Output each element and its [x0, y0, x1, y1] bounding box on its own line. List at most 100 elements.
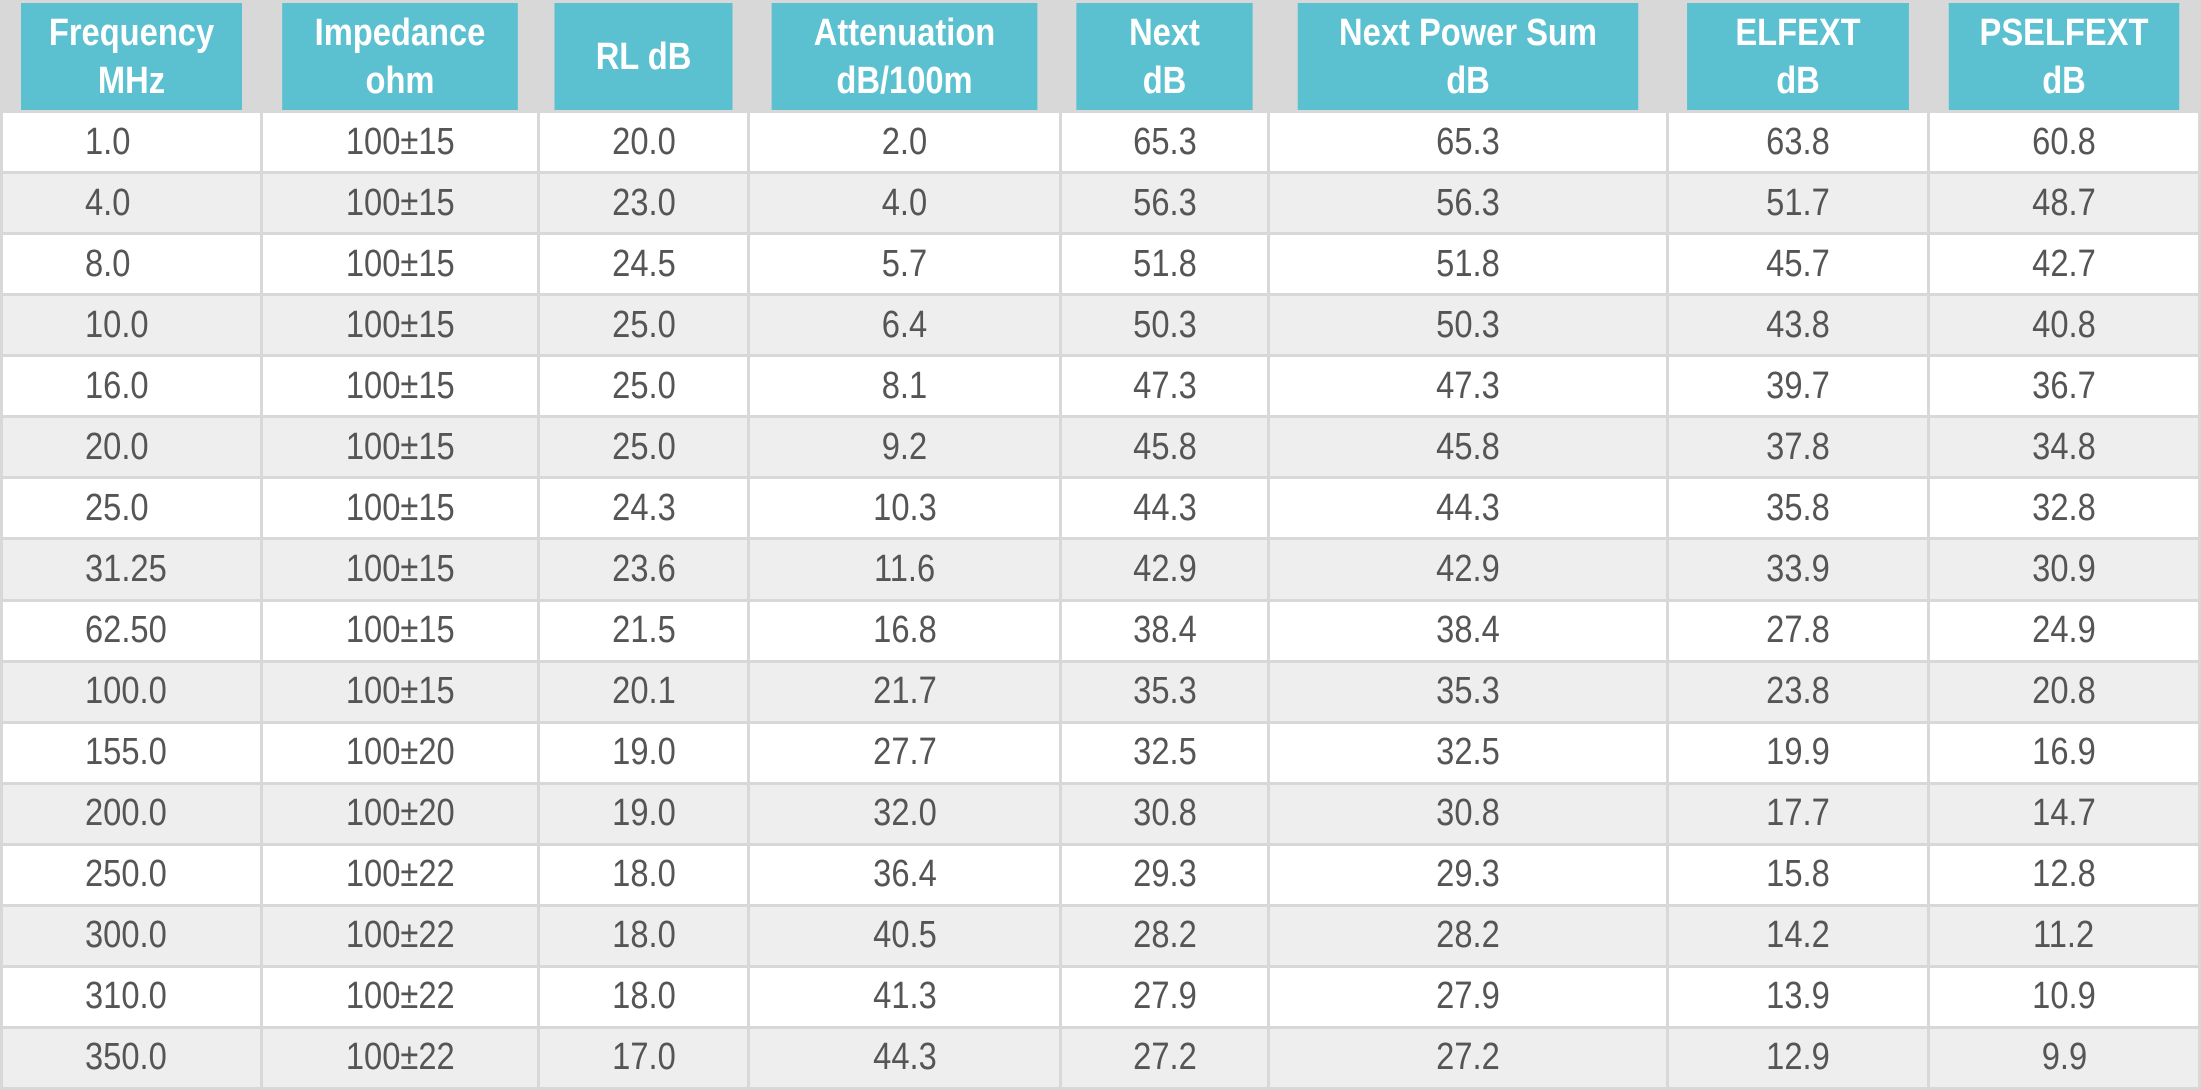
cell-value: 18.0 [611, 914, 676, 957]
cell-elfext: 35.8 [1669, 479, 1927, 538]
cell-elfext: 14.2 [1669, 906, 1927, 965]
cell-pselfext: 9.9 [1930, 1028, 2198, 1087]
cell-impedance: 100±22 [263, 967, 537, 1026]
table-row: 16.0 100±15 25.0 8.1 47.3 47.3 39.7 36.7 [3, 357, 2198, 416]
cell-impedance: 100±15 [263, 601, 537, 660]
cell-value: 36.7 [2032, 364, 2096, 407]
cell-value: 16.8 [872, 609, 937, 652]
cell-value: 38.4 [1132, 609, 1197, 652]
cell-impedance: 100±15 [263, 174, 537, 233]
cell-value: 23.6 [611, 547, 676, 590]
header-label-line2: dB [1142, 59, 1187, 102]
cell-frequency: 4.0 [3, 174, 260, 233]
cell-next-power-sum: 35.3 [1270, 662, 1666, 721]
cell-impedance: 100±22 [263, 1028, 537, 1087]
cell-elfext: 39.7 [1669, 357, 1927, 416]
cell-elfext: 15.8 [1669, 845, 1927, 904]
cell-value: 24.5 [611, 242, 676, 285]
table-row: 310.0 100±22 18.0 41.3 27.9 27.9 13.9 10.9 [3, 967, 2198, 1026]
cell-attenuation: 44.3 [750, 1028, 1059, 1087]
cell-elfext: 13.9 [1669, 967, 1927, 1026]
cell-value: 100±20 [345, 731, 455, 774]
cell-value: 100±22 [345, 1036, 455, 1079]
header-label-line1: Next [1129, 11, 1200, 54]
cell-attenuation: 32.0 [750, 784, 1059, 843]
cell-rl: 18.0 [540, 906, 747, 965]
cell-value: 45.8 [1132, 425, 1197, 468]
cell-frequency: 1.0 [3, 113, 260, 172]
cell-value: 40.5 [872, 914, 937, 957]
cell-value: 4.0 [881, 181, 928, 224]
cell-value: 50.3 [1132, 303, 1197, 346]
cell-next-power-sum: 45.8 [1270, 418, 1666, 477]
cell-next: 56.3 [1062, 174, 1267, 233]
cell-attenuation: 41.3 [750, 967, 1059, 1026]
cell-value: 14.7 [2032, 792, 2096, 835]
table-row: 31.25 100±15 23.6 11.6 42.9 42.9 33.9 30.9 [3, 540, 2198, 599]
cell-elfext: 63.8 [1669, 113, 1927, 172]
cell-value: 42.9 [1436, 547, 1500, 590]
cell-value: 100±15 [345, 547, 455, 590]
table-row: 350.0 100±22 17.0 44.3 27.2 27.2 12.9 9.9 [3, 1028, 2198, 1087]
cell-next: 42.9 [1062, 540, 1267, 599]
cell-frequency: 8.0 [3, 235, 260, 294]
cell-value: 44.3 [872, 1036, 937, 1079]
cell-frequency: 310.0 [3, 967, 260, 1026]
cell-impedance: 100±15 [263, 296, 537, 355]
cell-next-power-sum: 32.5 [1270, 723, 1666, 782]
cell-next-power-sum: 29.3 [1270, 845, 1666, 904]
cell-pselfext: 36.7 [1930, 357, 2198, 416]
cell-value: 35.3 [1132, 670, 1197, 713]
cell-value: 29.3 [1132, 853, 1197, 896]
cell-value: 100±22 [345, 914, 455, 957]
cell-value: 62.50 [85, 609, 167, 652]
cell-rl: 24.5 [540, 235, 747, 294]
cell-value: 30.8 [1436, 792, 1500, 835]
cell-value: 18.0 [611, 975, 676, 1018]
cell-next-power-sum: 47.3 [1270, 357, 1666, 416]
cell-attenuation: 9.2 [750, 418, 1059, 477]
cell-impedance: 100±15 [263, 418, 537, 477]
cell-attenuation: 6.4 [750, 296, 1059, 355]
cell-elfext: 17.7 [1669, 784, 1927, 843]
cell-value: 45.8 [1436, 425, 1500, 468]
cell-value: 5.7 [881, 242, 928, 285]
cell-rl: 24.3 [540, 479, 747, 538]
cell-value: 24.3 [611, 486, 676, 529]
cell-next: 32.5 [1062, 723, 1267, 782]
cell-pselfext: 32.8 [1930, 479, 2198, 538]
cell-attenuation: 11.6 [750, 540, 1059, 599]
cell-elfext: 12.9 [1669, 1028, 1927, 1087]
cell-value: 20.0 [85, 425, 149, 468]
cell-value: 30.8 [1132, 792, 1197, 835]
cell-value: 25.0 [611, 303, 676, 346]
cell-value: 31.25 [85, 547, 167, 590]
cell-value: 32.5 [1436, 731, 1500, 774]
cell-value: 20.1 [611, 670, 676, 713]
table-row: 100.0 100±15 20.1 21.7 35.3 35.3 23.8 20.8 [3, 662, 2198, 721]
cell-next: 44.3 [1062, 479, 1267, 538]
cell-value: 44.3 [1436, 486, 1500, 529]
cell-value: 12.9 [1766, 1036, 1830, 1079]
cell-next-power-sum: 51.8 [1270, 235, 1666, 294]
cell-next: 45.8 [1062, 418, 1267, 477]
cell-value: 51.8 [1436, 242, 1500, 285]
table-row: 250.0 100±22 18.0 36.4 29.3 29.3 15.8 12.8 [3, 845, 2198, 904]
cell-impedance: 100±22 [263, 906, 537, 965]
cell-value: 19.0 [611, 792, 676, 835]
header-row: Frequency MHz Impedance ohm RL dB Attenuation… [3, 3, 2198, 110]
cell-value: 11.2 [2033, 914, 2095, 957]
cell-pselfext: 30.9 [1930, 540, 2198, 599]
cell-value: 44.3 [1132, 486, 1197, 529]
cell-value: 10.9 [2032, 975, 2096, 1018]
cell-value: 100±20 [345, 792, 455, 835]
cell-value: 45.7 [1766, 242, 1830, 285]
cell-frequency: 200.0 [3, 784, 260, 843]
cell-impedance: 100±20 [263, 784, 537, 843]
cell-value: 40.8 [2032, 303, 2096, 346]
cell-frequency: 300.0 [3, 906, 260, 965]
cell-frequency: 62.50 [3, 601, 260, 660]
cell-value: 100±15 [345, 364, 455, 407]
cell-value: 25.0 [611, 364, 676, 407]
